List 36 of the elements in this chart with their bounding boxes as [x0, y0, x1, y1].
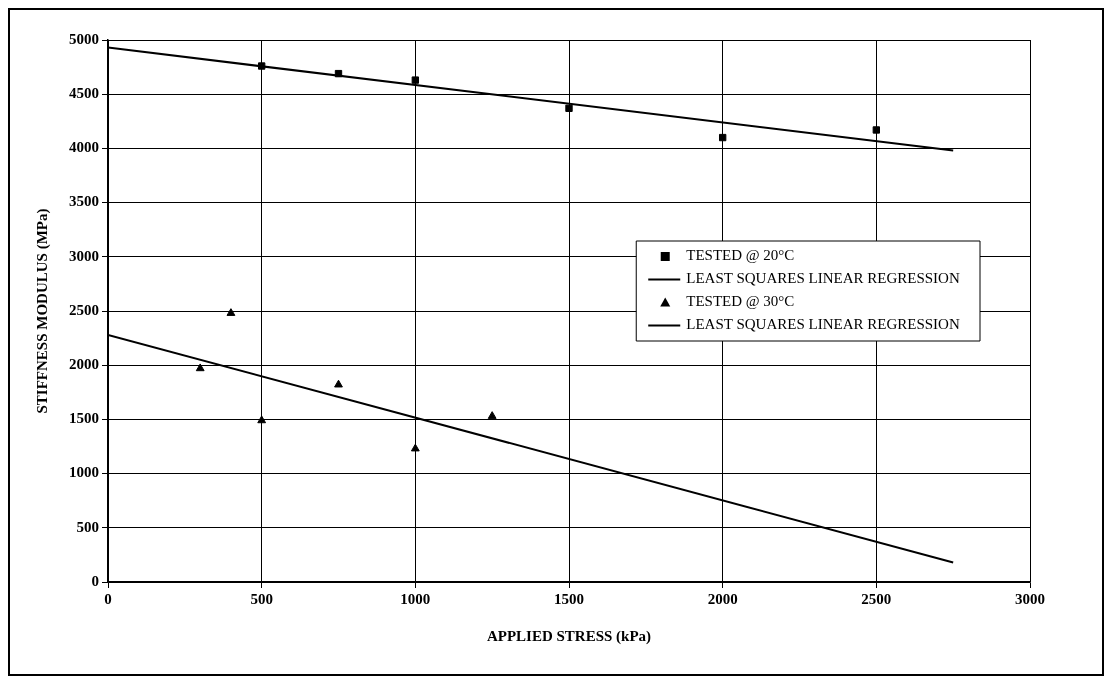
- y-tick-label: 5000: [69, 30, 99, 47]
- point: [334, 379, 343, 388]
- point: [410, 443, 420, 452]
- point: [411, 76, 420, 84]
- point: [257, 415, 267, 424]
- point: [257, 62, 266, 70]
- y-tick-label: 3500: [69, 193, 99, 210]
- x-tick-label: 1000: [400, 590, 431, 607]
- y-tick-label: 1500: [69, 410, 99, 427]
- point: [565, 104, 573, 112]
- x-tick-label: 3000: [1015, 590, 1045, 607]
- legend-label: LEAST SQUARES LINEAR REGRESSION: [686, 316, 960, 333]
- point: [195, 363, 205, 372]
- x-tick-label: 2000: [707, 590, 738, 607]
- point: [872, 126, 881, 134]
- y-axis-title: STIFFNESS MODULUS (MPa): [33, 208, 51, 414]
- y-tick-label: 3000: [69, 247, 99, 264]
- point: [487, 411, 497, 419]
- point: [226, 308, 236, 316]
- x-tick-label: 500: [250, 590, 273, 607]
- y-tick-label: 4000: [69, 139, 99, 156]
- y-tick-label: 0: [91, 572, 99, 589]
- x-tick-label: 0: [104, 590, 112, 607]
- point: [334, 69, 343, 78]
- legend-label: TESTED @ 20°C: [686, 247, 795, 264]
- legend-label: TESTED @ 30°C: [686, 293, 795, 310]
- y-tick-label: 2000: [69, 356, 99, 373]
- legend-label: LEAST SQUARES LINEAR REGRESSION: [686, 270, 960, 287]
- x-axis-title: APPLIED STRESS (kPa): [486, 627, 652, 645]
- y-tick-label: 500: [76, 518, 99, 535]
- y-tick-label: 2500: [69, 301, 99, 318]
- x-tick-label: 1500: [554, 590, 584, 607]
- y-tick-label: 4500: [69, 85, 99, 102]
- y-tick-label: 1000: [69, 464, 99, 481]
- x-tick-label: 2500: [861, 590, 892, 607]
- point: [718, 133, 727, 142]
